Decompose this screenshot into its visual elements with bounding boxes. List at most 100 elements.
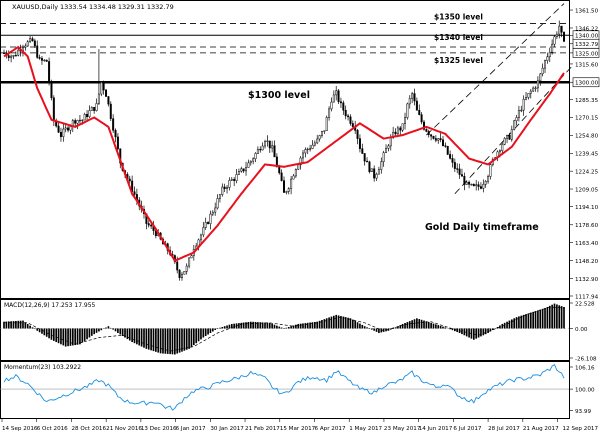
- price-tick-label: 1163.40: [575, 241, 599, 247]
- macd-bar: [134, 328, 136, 343]
- candle-body: [540, 74, 541, 81]
- macd-bar: [549, 306, 551, 329]
- time-tick-label: 6 Oct 2016: [37, 426, 68, 432]
- candle-body: [191, 256, 192, 258]
- candle-body: [98, 94, 99, 103]
- macd-bar: [138, 328, 140, 345]
- candle-body: [86, 114, 87, 116]
- candle-body: [407, 104, 408, 118]
- price-tick-label: 1325.00: [575, 51, 599, 57]
- price-tick-label: 1285.35: [575, 98, 599, 104]
- time-tick-label: 21 Aug 2017: [523, 426, 559, 432]
- price-tick-label: 1117.94: [575, 294, 599, 300]
- macd-bar: [117, 328, 119, 333]
- macd-bar: [300, 324, 302, 329]
- macd-bar: [160, 328, 162, 353]
- candle-body: [563, 32, 564, 41]
- macd-bar: [226, 325, 228, 328]
- macd-bar: [98, 328, 100, 331]
- candle-body: [269, 141, 270, 148]
- macd-bar: [229, 325, 231, 329]
- candle-body: [456, 169, 457, 170]
- macd-bar: [181, 328, 183, 351]
- macd-bar: [307, 323, 309, 329]
- candle-body: [60, 132, 61, 136]
- macd-bar: [200, 328, 202, 339]
- macd-bar: [62, 328, 64, 345]
- macd-bar: [288, 327, 290, 329]
- macd-bar: [478, 328, 480, 337]
- macd-bar: [51, 328, 53, 339]
- candle-body: [110, 104, 111, 119]
- macd-bar: [366, 327, 368, 328]
- macd-bar: [136, 328, 138, 344]
- candle-body: [549, 52, 550, 57]
- time-tick-label: 28 Oct 2016: [71, 426, 106, 432]
- macd-bar: [297, 324, 299, 329]
- time-tick-label: 14 Sep 2016: [2, 426, 38, 432]
- candle-body: [238, 171, 239, 174]
- macd-bar: [198, 328, 200, 341]
- macd-bar: [34, 328, 36, 329]
- macd-bar: [207, 328, 209, 334]
- candle-body: [46, 60, 47, 61]
- macd-bar: [65, 328, 67, 346]
- candle-body: [312, 145, 313, 148]
- macd-bar: [409, 321, 411, 328]
- macd-bar: [86, 328, 88, 339]
- candle-body: [13, 55, 14, 56]
- candle-body: [333, 95, 334, 102]
- candle-body: [274, 146, 275, 157]
- candle-body: [324, 131, 325, 132]
- macd-bar: [561, 306, 563, 328]
- macd-bar: [293, 325, 295, 328]
- price-tick-label: 1361.50: [575, 8, 599, 14]
- macd-bar: [93, 328, 95, 334]
- macd-bar: [435, 324, 437, 328]
- candle-body: [262, 146, 263, 150]
- candle-body: [44, 60, 45, 61]
- ohlc-label: 1333.54 1334.48 1329.31 1332.79: [60, 3, 174, 11]
- macd-bar: [129, 328, 131, 340]
- macd-bar: [326, 318, 328, 328]
- candle-body: [428, 131, 429, 134]
- macd-bar: [25, 322, 27, 328]
- candle-body: [473, 184, 474, 186]
- candle-body: [397, 128, 398, 134]
- macd-bar: [148, 328, 150, 349]
- macd-bar: [81, 328, 83, 342]
- candle-body: [316, 139, 317, 143]
- candle-body: [260, 149, 261, 150]
- chart-annotation: Gold Daily timeframe: [425, 222, 539, 233]
- macd-bar: [219, 328, 221, 329]
- candle-body: [74, 120, 75, 123]
- candle-body: [504, 138, 505, 144]
- macd-bar: [402, 324, 404, 329]
- macd-bar: [295, 325, 297, 329]
- candle-body: [345, 110, 346, 116]
- candle-body: [419, 110, 420, 114]
- time-tick-label: 1 May 2017: [349, 426, 382, 432]
- macd-bar: [108, 326, 110, 328]
- candle-body: [89, 110, 90, 116]
- candle-body: [134, 192, 135, 195]
- macd-bar: [331, 317, 333, 329]
- candle-body: [17, 50, 18, 55]
- candle-body: [255, 153, 256, 158]
- candle-body: [271, 146, 272, 148]
- candle-body: [82, 120, 83, 121]
- candle-body: [559, 26, 560, 34]
- candle-body: [309, 149, 310, 150]
- macd-bar: [224, 326, 226, 328]
- macd-bar: [79, 328, 81, 344]
- candle-body: [219, 195, 220, 199]
- macd-bar: [286, 328, 288, 329]
- macd-bar: [547, 307, 549, 328]
- macd-bar: [155, 328, 157, 351]
- candle-body: [101, 82, 102, 94]
- macd-bar: [205, 328, 207, 336]
- momentum-label: Momentum(23) 103.2922: [4, 364, 81, 371]
- macd-bar: [437, 325, 439, 328]
- macd-bar: [445, 327, 447, 328]
